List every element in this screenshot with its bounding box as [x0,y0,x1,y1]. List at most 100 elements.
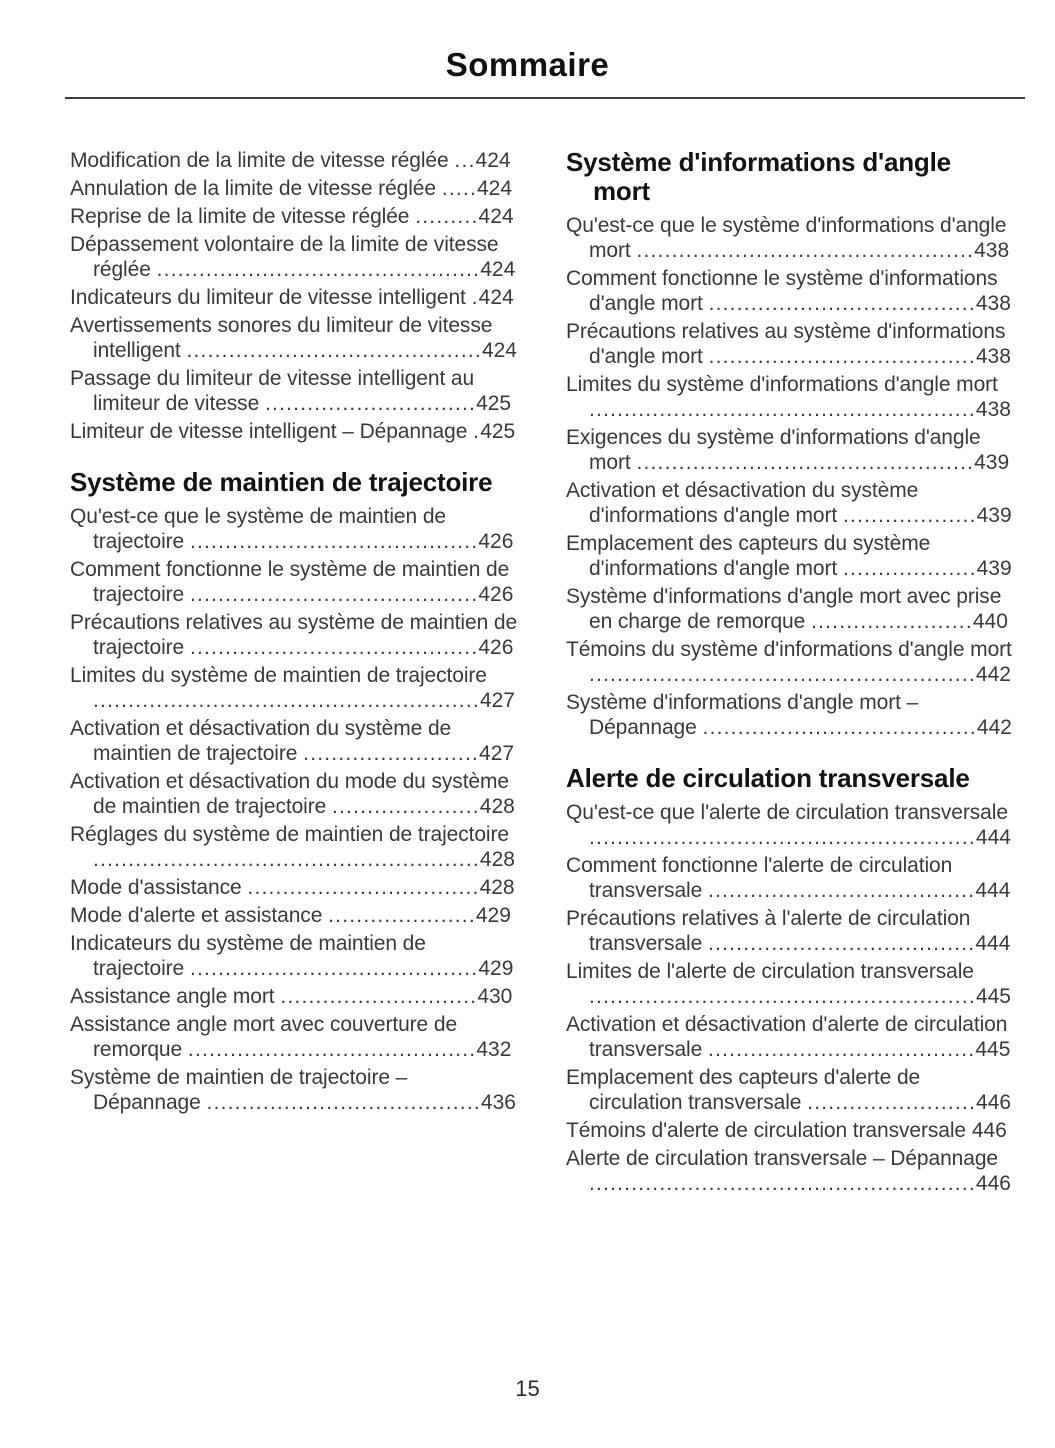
toc-entry-title: Mode d'alerte et assistance [70,904,323,927]
toc-entry-page-number: 426 [478,530,514,553]
toc-entry-page-number: 424 [478,205,514,228]
toc-entry: Précautions relatives au système de main… [70,610,518,660]
page-number: 15 [515,1376,540,1401]
toc-entry: Comment fonctionne le système d'informat… [566,266,1014,316]
toc-entry: Mode d'alerte et assistance ............… [70,903,518,928]
toc-entry-page-number: 428 [479,795,515,818]
toc-entry-title: Assistance angle mort avec couverture de… [70,1013,458,1061]
toc-entry-title: Indicateurs du limiteur de vitesse intel… [70,286,466,309]
toc-entry-title: Avertissements sonores du limiteur de vi… [70,314,493,362]
dot-leader: ........................................… [636,451,975,474]
toc-entry: Système d'informations d'angle mort – Dé… [566,690,1014,740]
toc-entry-page-number: 438 [975,345,1011,368]
dot-leader: ..................... [332,795,480,818]
dot-leader: ........................................… [589,663,976,686]
toc-entry-title: Emplacement des capteurs du système d'in… [566,532,931,580]
toc-entry: Témoins d'alerte de circulation transver… [566,1118,1014,1143]
dot-leader: ........................................… [636,239,975,262]
toc-entry-title: Système de maintien de trajectoire – Dép… [70,1066,408,1114]
toc-entry: Activation et désactivation du système d… [566,478,1014,528]
toc-entry-page-number: 429 [478,957,514,980]
toc-entry: Reprise de la limite de vitesse réglée .… [70,204,518,229]
toc-entry-page-number: 445 [975,985,1011,1008]
toc-entry-page-number: 436 [480,1091,516,1114]
toc-entry-page-number: 424 [481,339,517,362]
toc-entry: Assistance angle mort ..................… [70,984,518,1009]
dot-leader: ................................. [247,876,480,899]
toc-entry-page-number: 442 [975,663,1011,686]
toc-entry-title: Réglages du système de maintien de traje… [70,823,509,846]
toc-entry-page-number: 428 [479,848,515,871]
toc-entry-page-number: 445 [975,1038,1011,1061]
dot-leader: ........................................… [187,1038,477,1061]
dot-leader: ...................................... [708,932,976,955]
toc-entry-title: Précautions relatives au système de main… [70,611,518,659]
toc-entry-page-number: 429 [475,904,511,927]
section-heading: Système d'informations d'angle mort [566,147,951,206]
dot-leader: ..................... [328,904,476,927]
toc-entry-title: Reprise de la limite de vitesse réglée [70,205,410,228]
toc-entry-page-number: 428 [479,876,515,899]
dot-leader: ....................................... [702,716,977,739]
toc-entry: Système d'informations d'angle mort avec… [566,584,1014,634]
toc-entry-page-number: 438 [975,292,1011,315]
toc-entry-title: Emplacement des capteurs d'alerte de cir… [566,1066,921,1114]
toc-entry-page-number: 424 [478,286,514,309]
toc-entry-page-number: 439 [974,451,1010,474]
dot-leader: ........................ [807,1091,977,1114]
toc-entry: Activation et désactivation du système d… [70,716,518,766]
dot-leader: ........................................… [189,583,479,606]
toc-entry-title: Alerte de circulation transversale – Dép… [566,1147,998,1170]
toc-entry: Comment fonctionne le système de maintie… [70,557,518,607]
toc-entry: Emplacement des capteurs du système d'in… [566,531,1014,581]
section-heading: Alerte de circulation transversale [566,763,970,793]
dot-leader: ......................... [303,742,480,765]
toc-entry: Indicateurs du système de maintien de tr… [70,931,518,981]
toc-entry-page-number: 426 [478,583,514,606]
toc-entry-page-number: 424 [477,177,513,200]
toc-entry-page-number: 426 [478,636,514,659]
toc-entry-page-number: 446 [976,1091,1012,1114]
title-divider [65,97,1025,99]
toc-entry-title: Passage du limiteur de vitesse intellige… [70,367,475,415]
toc-entry-title: Qu'est-ce que l'alerte de circulation tr… [566,801,1008,824]
toc-entry-title: Modification de la limite de vitesse rég… [70,149,449,172]
toc-entry-title: Indicateurs du système de maintien de tr… [70,932,426,980]
toc-left-column: Modification de la limite de vitesse rég… [70,148,518,1118]
toc-entry-title: Activation et désactivation d'alerte de … [566,1013,1008,1061]
dot-leader: ......... [415,205,479,228]
section-heading: Système de maintien de trajectoire [70,467,493,497]
toc-entry-page-number: 438 [974,239,1010,262]
toc-entry-page-number: 432 [476,1038,512,1061]
page-title: Sommaire [445,46,610,83]
toc-entry-page-number: 444 [975,826,1011,849]
toc-entry-title: Limites de l'alerte de circulation trans… [566,960,974,983]
toc-entry: Activation et désactivation du mode du s… [70,769,518,819]
toc-entry-title: Exigences du système d'informations d'an… [566,426,981,474]
toc-entry: Limites du système d'informations d'angl… [566,372,1014,422]
dot-leader: ........................................… [189,636,479,659]
toc-entry: Limites du système de maintien de trajec… [70,663,518,713]
toc-entry: Système de maintien de trajectoire – Dép… [70,1065,518,1115]
toc-entry-page-number: 424 [475,149,511,172]
toc-entry: Qu'est-ce que le système de maintien de … [70,504,518,554]
toc-entry: Dépassement volontaire de la limite de v… [70,232,518,282]
toc-entry-page-number: 439 [976,504,1012,527]
toc-entry-page-number: 438 [975,398,1011,421]
dot-leader: ....................... [811,610,973,633]
toc-entry: Assistance angle mort avec couverture de… [70,1012,518,1062]
dot-leader: ........................................… [589,1172,976,1195]
toc-entry-page-number: 439 [976,557,1012,580]
toc-entry: Comment fonctionne l'alerte de circulati… [566,853,1014,903]
dot-leader: ...................................... [708,1038,976,1061]
toc-entry: Précautions relatives au système d'infor… [566,319,1014,369]
toc-entry-title: Précautions relatives au système d'infor… [566,320,1006,368]
dot-leader: ........................................… [93,848,480,871]
toc-entry: Passage du limiteur de vitesse intellige… [70,366,518,416]
dot-leader: ........................................… [93,689,480,712]
toc-entry: Alerte de circulation transversale – Dép… [566,1146,1014,1196]
toc-entry: Limites de l'alerte de circulation trans… [566,959,1014,1009]
toc-entry-page-number: 430 [477,985,513,1008]
toc-entry-page-number: 424 [480,258,516,281]
